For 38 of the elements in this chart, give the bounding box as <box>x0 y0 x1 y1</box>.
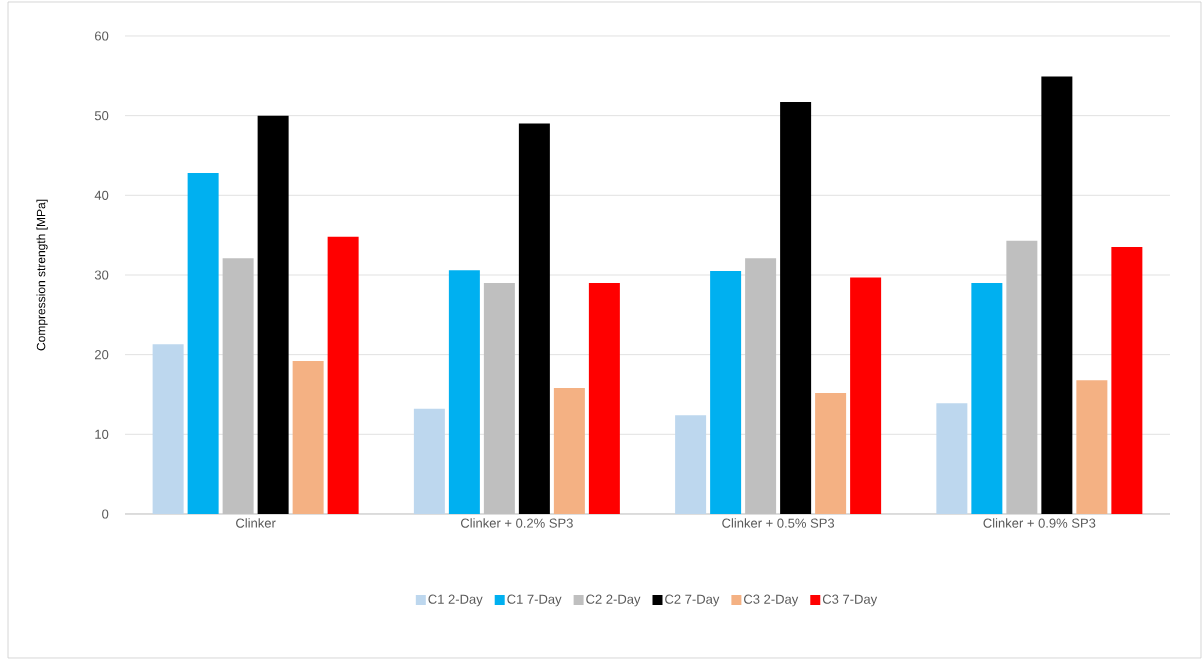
y-tick-label: 40 <box>94 190 109 200</box>
y-tick-label: 20 <box>95 350 109 360</box>
legend-label: C2 7-Day <box>665 594 720 607</box>
bar <box>187 173 219 514</box>
bar <box>710 271 742 514</box>
bar <box>292 361 324 514</box>
bar <box>780 102 812 514</box>
bar <box>518 123 550 514</box>
bar <box>588 282 620 514</box>
y-tick-label: 0 <box>102 509 109 519</box>
bar <box>553 388 585 514</box>
legend-label: C2 2-Day <box>586 594 641 607</box>
x-tick-label: Clinker + 0.2% SP3 <box>460 518 573 528</box>
bar <box>1041 76 1073 514</box>
bar <box>1076 380 1108 514</box>
bar <box>936 403 968 514</box>
bar <box>1111 247 1143 514</box>
x-tick-label: Clinker + 0.5% SP3 <box>722 518 835 528</box>
legend-label: C3 2-Day <box>744 594 799 607</box>
legend-label: C1 7-Day <box>507 594 562 607</box>
bar <box>327 236 359 514</box>
bar <box>675 415 707 514</box>
y-tick-label: 50 <box>94 111 109 121</box>
y-axis-title: Compression strength [MPa] <box>36 199 48 351</box>
bar <box>815 392 847 514</box>
bar <box>257 115 289 514</box>
x-tick-label: Clinker + 0.9% SP3 <box>983 518 1096 528</box>
bar <box>448 270 480 514</box>
y-tick-label: 30 <box>94 270 109 280</box>
legend-label: C3 7-Day <box>822 594 878 607</box>
bar <box>413 408 445 514</box>
bar <box>152 344 184 514</box>
legend-label: C1 2-Day <box>428 594 483 607</box>
bar <box>971 282 1003 514</box>
y-tick-label: 60 <box>95 31 109 41</box>
y-tick-label: 10 <box>95 429 109 439</box>
bar <box>850 277 882 514</box>
x-tick-label: Clinker <box>236 518 276 528</box>
